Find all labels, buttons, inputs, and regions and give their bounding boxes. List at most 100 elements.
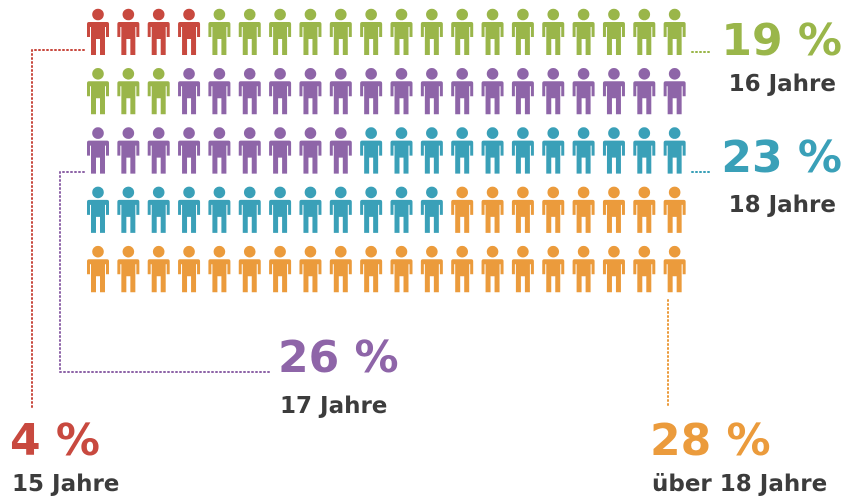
icon-body xyxy=(511,81,534,115)
icon-head xyxy=(456,8,469,21)
icon-body xyxy=(511,140,534,174)
icon-head xyxy=(92,8,104,21)
person-icon xyxy=(633,127,656,174)
person-icon xyxy=(208,186,231,233)
person-icon xyxy=(360,8,383,55)
icon-head xyxy=(152,186,165,199)
person-icon xyxy=(147,68,170,115)
icon-head xyxy=(668,8,681,21)
icon-head xyxy=(486,68,499,80)
icon-body xyxy=(208,22,231,55)
icon-body xyxy=(390,22,413,55)
person-icon xyxy=(663,245,686,293)
icon-head xyxy=(608,127,620,139)
person-icon xyxy=(451,127,474,174)
icon-head xyxy=(213,68,226,80)
icon-body xyxy=(117,140,140,174)
icon-head xyxy=(517,8,529,21)
icon-body xyxy=(663,140,686,174)
person-icon xyxy=(602,68,625,115)
icon-head xyxy=(668,68,681,80)
person-icon xyxy=(87,245,109,293)
icon-head xyxy=(547,8,560,21)
icon-body xyxy=(542,259,565,293)
icon-body xyxy=(299,22,322,55)
icon-body xyxy=(663,81,686,115)
icon-head xyxy=(122,245,135,258)
person-icon xyxy=(390,8,413,55)
person-icon xyxy=(420,8,443,55)
icon-body xyxy=(147,259,170,293)
icon-body xyxy=(178,199,201,233)
icon-head xyxy=(365,127,377,139)
person-icon xyxy=(602,8,625,55)
person-icon xyxy=(147,245,170,293)
person-icon xyxy=(299,8,322,55)
icon-body xyxy=(360,140,383,174)
icon-body xyxy=(117,199,140,233)
icon-body xyxy=(390,259,413,293)
person-icon xyxy=(329,127,352,174)
icon-body xyxy=(299,81,322,115)
icon-body xyxy=(329,22,352,55)
icon-body xyxy=(390,140,413,174)
icon-body xyxy=(269,199,292,233)
icon-body xyxy=(178,81,201,115)
icon-head xyxy=(122,186,135,199)
person-icon xyxy=(269,8,292,55)
icon-body xyxy=(147,199,170,233)
icon-head xyxy=(335,186,347,199)
icon-body xyxy=(633,140,656,174)
person-icon xyxy=(299,245,322,293)
icon-body xyxy=(87,140,109,174)
icon-head xyxy=(577,186,590,199)
icon-body xyxy=(602,199,625,233)
icon-body xyxy=(481,259,504,293)
icon-head xyxy=(517,245,529,258)
person-icon xyxy=(602,186,625,233)
icon-head xyxy=(638,127,651,139)
icon-head xyxy=(183,245,195,258)
person-icon xyxy=(208,8,231,55)
person-icon xyxy=(117,127,140,174)
icon-body xyxy=(87,199,109,233)
connector xyxy=(59,171,271,373)
icon-head xyxy=(517,68,529,80)
person-icon xyxy=(299,68,322,115)
icon-body xyxy=(633,22,656,55)
icon-body xyxy=(238,259,261,293)
icon-head xyxy=(213,127,226,139)
icon-head xyxy=(243,245,256,258)
icon-head xyxy=(213,8,226,21)
icon-body xyxy=(633,81,656,115)
icon-head xyxy=(122,127,135,139)
icon-head xyxy=(577,245,590,258)
icon-body xyxy=(208,81,231,115)
icon-body xyxy=(663,259,686,293)
icon-head xyxy=(92,245,104,258)
person-icon xyxy=(299,127,322,174)
icon-body xyxy=(481,140,504,174)
person-icon xyxy=(511,186,534,233)
person-icon xyxy=(481,245,504,293)
icon-body xyxy=(238,81,261,115)
icon-head xyxy=(395,127,408,139)
person-icon xyxy=(87,186,109,233)
person-icon xyxy=(511,127,534,174)
icon-head xyxy=(608,8,620,21)
icon-head xyxy=(608,68,620,80)
value-label: 19 % xyxy=(721,15,842,66)
person-icon xyxy=(420,127,443,174)
icon-head xyxy=(152,127,165,139)
icon-head xyxy=(335,127,347,139)
icon-head xyxy=(304,186,317,199)
person-icon xyxy=(572,186,595,233)
icon-body xyxy=(299,140,322,174)
icon-head xyxy=(547,245,560,258)
value-label: 28 % xyxy=(650,415,771,466)
person-icon xyxy=(572,127,595,174)
person-icon xyxy=(481,127,504,174)
icon-body xyxy=(390,199,413,233)
icon-head xyxy=(335,245,347,258)
icon-head xyxy=(92,127,104,139)
